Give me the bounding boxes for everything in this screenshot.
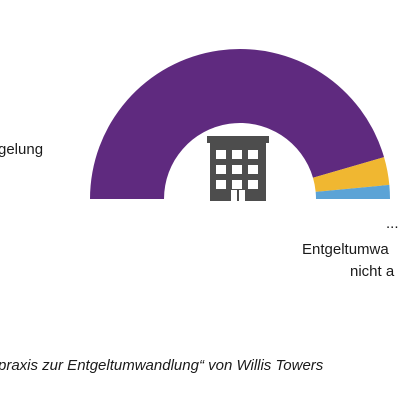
- source-caption: praxis zur Entgeltumwandlung“ von Willis…: [0, 357, 324, 374]
- right-slice-label-line1: Entgeltumwa: [302, 241, 389, 258]
- donut-slice-3: [315, 184, 390, 199]
- donut-slice-2: [312, 157, 390, 192]
- left-slice-label: gelung: [0, 141, 44, 158]
- right-slice-label-line2: nicht a: [350, 263, 395, 280]
- office-building-icon: [207, 136, 269, 201]
- donut-slice-1: [90, 48, 385, 200]
- right-slice-label-dots: ...: [386, 215, 399, 232]
